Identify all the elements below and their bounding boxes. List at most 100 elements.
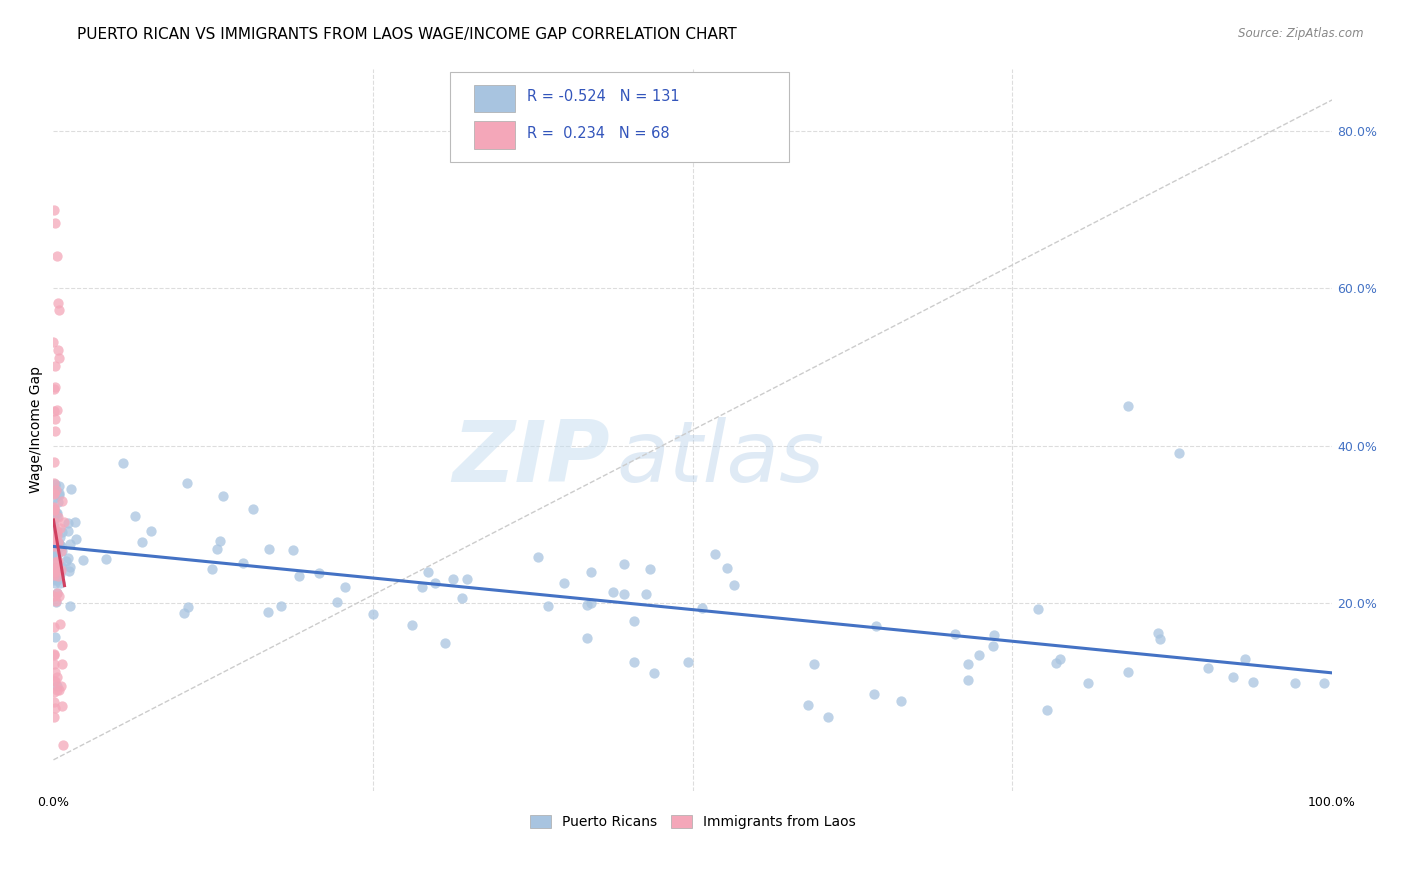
Point — [42, 555, 65, 569]
Point — [42, 500, 65, 515]
Point — [44, 576, 66, 591]
Point — [60, 482, 83, 496]
Point — [112, 456, 135, 470]
Point — [46, 249, 69, 263]
Point — [42, 503, 65, 517]
Point — [48, 303, 70, 318]
Point — [44, 673, 66, 688]
Point — [65, 515, 87, 529]
Point — [44, 411, 66, 425]
Point — [42, 526, 65, 541]
Point — [704, 547, 727, 561]
Point — [200, 562, 222, 576]
Point — [259, 542, 281, 557]
Point — [53, 515, 76, 529]
Point — [49, 521, 72, 535]
Y-axis label: Wage/Income Gap: Wage/Income Gap — [30, 367, 44, 493]
Point — [51, 559, 73, 574]
Point — [1045, 656, 1067, 670]
Point — [46, 343, 69, 357]
Text: atlas: atlas — [616, 417, 824, 500]
Point — [44, 476, 66, 491]
Point — [209, 534, 232, 549]
Point — [46, 509, 69, 524]
Point — [46, 524, 69, 538]
Point — [1284, 676, 1306, 690]
Point — [361, 607, 384, 621]
Point — [425, 575, 447, 590]
Point — [623, 614, 645, 628]
Point — [537, 599, 560, 614]
Point — [270, 599, 292, 613]
Point — [56, 516, 79, 530]
Point — [42, 589, 65, 603]
Point — [411, 581, 433, 595]
Point — [42, 695, 65, 709]
Point — [434, 636, 457, 650]
Point — [967, 648, 990, 662]
Point — [124, 509, 146, 524]
Point — [59, 537, 82, 551]
Point — [325, 594, 347, 608]
Point — [232, 556, 254, 570]
Text: PUERTO RICAN VS IMMIGRANTS FROM LAOS WAGE/INCOME GAP CORRELATION CHART: PUERTO RICAN VS IMMIGRANTS FROM LAOS WAG… — [77, 27, 737, 42]
Point — [44, 560, 66, 574]
Point — [638, 562, 661, 576]
Point — [45, 483, 67, 498]
Point — [42, 487, 65, 501]
Point — [44, 518, 66, 533]
Point — [42, 648, 65, 663]
Point — [1149, 632, 1171, 647]
Point — [636, 587, 658, 601]
Point — [797, 698, 820, 712]
Point — [335, 580, 357, 594]
Point — [42, 486, 65, 500]
Point — [59, 599, 82, 614]
Point — [44, 555, 66, 569]
Point — [257, 605, 280, 619]
Point — [46, 573, 69, 587]
Point — [48, 682, 70, 697]
Point — [1197, 661, 1219, 675]
Point — [44, 561, 66, 575]
Point — [42, 503, 65, 517]
Point — [803, 657, 825, 672]
Point — [52, 738, 75, 752]
Point — [46, 553, 69, 567]
Point — [1116, 400, 1139, 414]
Point — [42, 455, 65, 469]
Point — [1233, 652, 1256, 666]
FancyBboxPatch shape — [450, 72, 789, 162]
Point — [49, 576, 72, 591]
Point — [1312, 676, 1334, 690]
Point — [45, 548, 67, 562]
Point — [42, 512, 65, 526]
Point — [865, 619, 887, 633]
Point — [42, 532, 65, 546]
Legend: Puerto Ricans, Immigrants from Laos: Puerto Ricans, Immigrants from Laos — [524, 810, 860, 835]
Point — [49, 530, 72, 544]
Point — [59, 560, 82, 574]
Point — [44, 359, 66, 373]
Point — [1222, 670, 1244, 684]
Point — [690, 600, 713, 615]
Point — [46, 682, 69, 697]
Point — [579, 565, 602, 579]
Point — [46, 543, 69, 558]
Point — [42, 404, 65, 418]
Point — [981, 640, 1004, 654]
Point — [44, 380, 66, 394]
Point — [51, 639, 73, 653]
Point — [48, 488, 70, 502]
Point — [51, 699, 73, 714]
Point — [45, 594, 67, 608]
Point — [44, 424, 66, 438]
Point — [42, 568, 65, 582]
Point — [48, 351, 70, 366]
Point — [51, 657, 73, 671]
Point — [42, 515, 65, 529]
Point — [44, 565, 66, 579]
Point — [281, 543, 304, 558]
Point — [45, 506, 67, 520]
Point — [212, 490, 235, 504]
